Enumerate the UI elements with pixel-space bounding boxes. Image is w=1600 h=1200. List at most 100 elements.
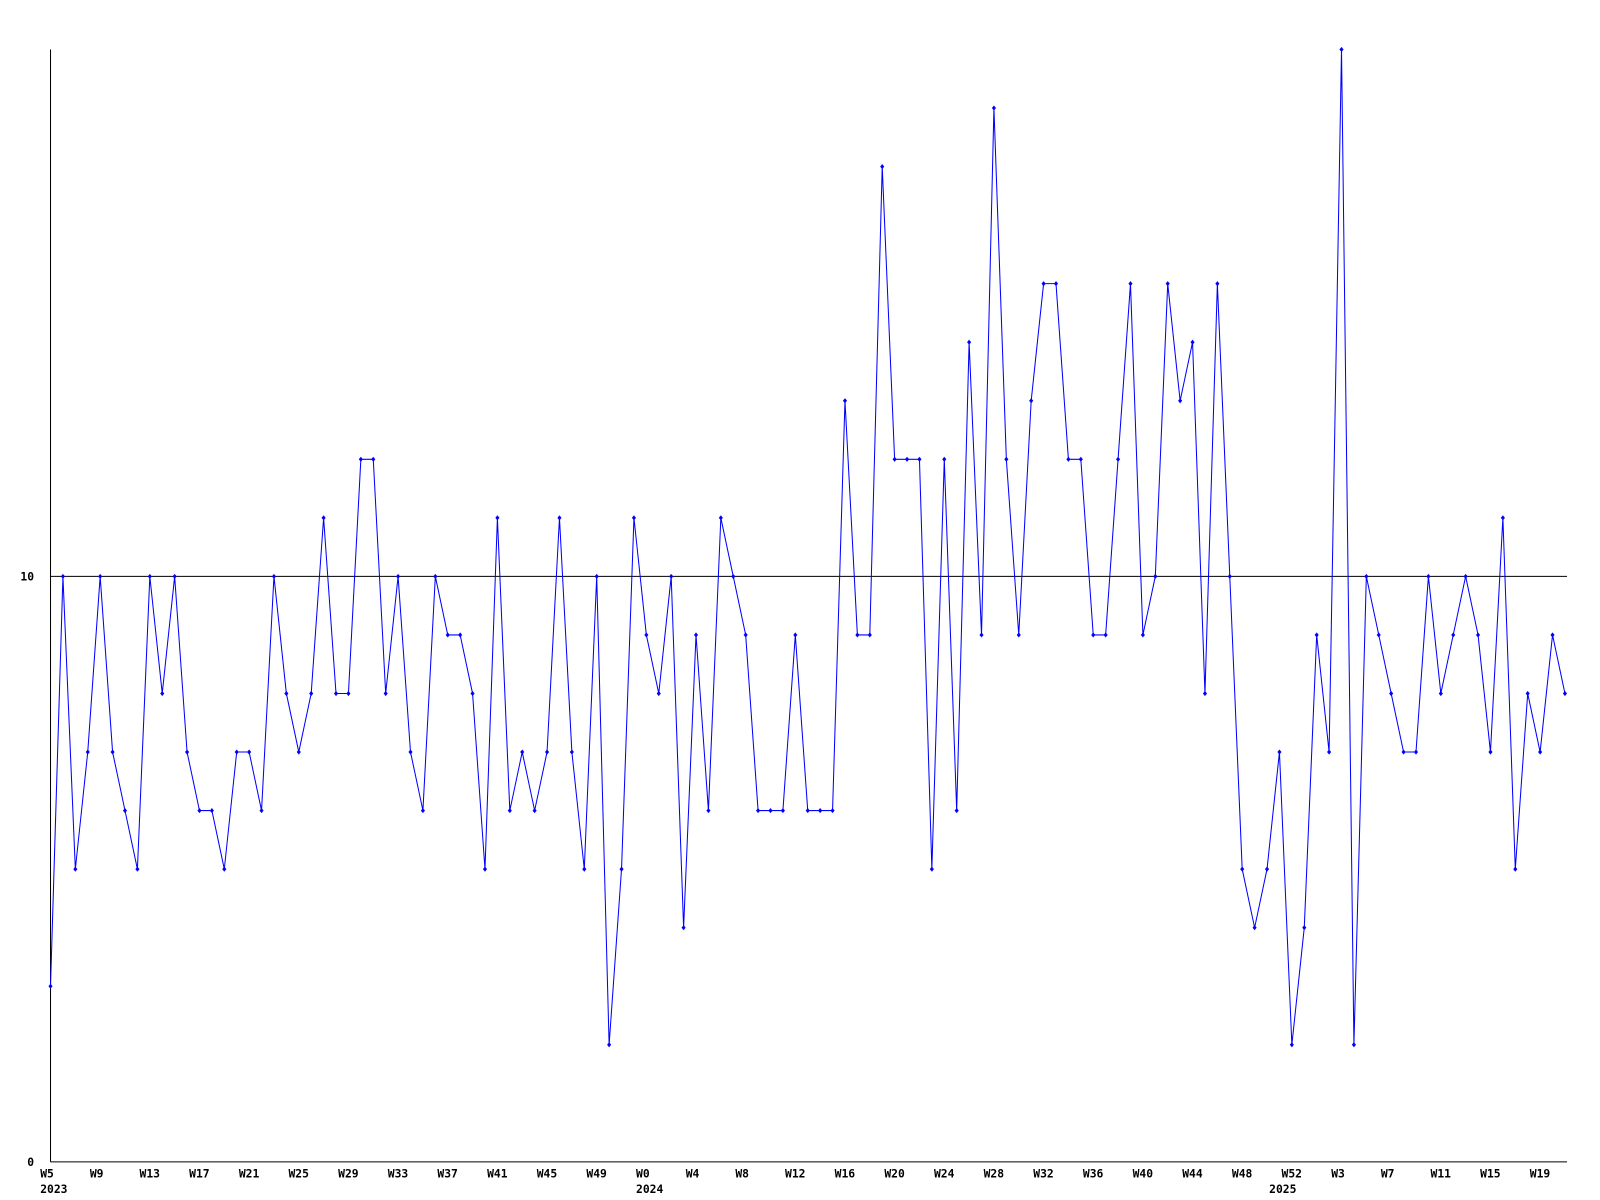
point-marker: [929, 866, 934, 872]
x-tick-label: W0: [636, 1166, 650, 1180]
point-marker: [544, 749, 550, 755]
point-marker: [333, 690, 339, 697]
point-marker: [209, 808, 214, 814]
point-marker: [1376, 632, 1381, 638]
point-marker: [482, 866, 488, 872]
x-tick-label: W3: [1331, 1166, 1345, 1180]
point-marker: [271, 573, 277, 579]
point-marker: [1227, 573, 1232, 579]
point-marker: [470, 690, 475, 697]
point-marker: [1165, 281, 1170, 287]
x-tick-label: W12: [785, 1166, 805, 1180]
point-marker: [259, 808, 264, 814]
point-marker: [147, 573, 152, 579]
point-marker: [234, 749, 239, 755]
point-marker: [1215, 281, 1220, 287]
point-marker: [1550, 632, 1555, 638]
point-marker: [296, 749, 301, 755]
point-marker: [1413, 749, 1419, 755]
point-marker: [433, 573, 438, 579]
point-marker: [1314, 632, 1319, 638]
x-tick-label: W8: [735, 1166, 749, 1180]
point-marker: [619, 866, 624, 872]
point-marker: [408, 749, 413, 755]
point-marker: [1401, 749, 1406, 755]
point-marker: [1488, 749, 1493, 755]
point-marker: [1029, 398, 1034, 404]
point-marker: [644, 632, 649, 638]
point-marker: [768, 808, 773, 814]
point-marker: [396, 573, 401, 579]
point-marker: [1327, 749, 1332, 755]
point-marker: [954, 808, 959, 814]
point-marker: [1451, 632, 1456, 638]
point-marker: [880, 163, 885, 170]
point-marker: [793, 632, 798, 638]
x-year-label: 2025: [1269, 1182, 1296, 1196]
point-marker: [693, 632, 699, 638]
point-marker: [520, 749, 525, 755]
point-marker: [805, 808, 810, 814]
x-tick-label: W16: [835, 1166, 856, 1180]
point-marker: [656, 690, 661, 697]
point-marker: [160, 690, 165, 697]
x-tick-label: W37: [437, 1166, 457, 1180]
point-marker: [1202, 690, 1208, 697]
x-tick-label: W5: [40, 1166, 54, 1180]
point-marker: [358, 456, 363, 462]
point-marker: [309, 690, 314, 697]
x-tick-label: W41: [487, 1166, 508, 1180]
point-marker: [979, 632, 984, 638]
point-marker: [445, 632, 450, 638]
point-marker: [1562, 690, 1568, 697]
point-marker: [1475, 632, 1481, 638]
x-tick-label: W11: [1431, 1166, 1452, 1180]
point-marker: [247, 749, 252, 755]
x-tick-label: W15: [1480, 1166, 1501, 1180]
x-tick-label: W9: [90, 1166, 104, 1180]
x-year-label: 2024: [636, 1182, 663, 1196]
point-marker: [917, 456, 922, 462]
point-marker: [1500, 515, 1505, 521]
point-marker: [607, 1042, 612, 1048]
x-tick-label: W4: [686, 1166, 700, 1180]
point-marker: [967, 339, 972, 345]
point-marker: [1525, 690, 1530, 697]
series-line: [50, 49, 1566, 1045]
point-marker: [1066, 456, 1071, 462]
point-marker: [122, 808, 128, 814]
x-tick-label: W52: [1282, 1166, 1302, 1180]
point-marker: [557, 515, 562, 521]
point-marker: [1351, 1042, 1356, 1048]
x-tick-label: W36: [1083, 1166, 1104, 1180]
point-marker: [1190, 339, 1195, 345]
point-marker: [98, 573, 103, 579]
point-marker: [321, 515, 326, 521]
point-marker: [1053, 281, 1059, 287]
point-marker: [731, 573, 736, 579]
point-marker: [669, 573, 674, 579]
point-marker: [1389, 690, 1394, 697]
point-marker: [185, 749, 190, 755]
x-tick-label: W28: [984, 1166, 1005, 1180]
point-marker: [780, 808, 785, 814]
point-marker: [582, 866, 587, 872]
point-marker: [942, 456, 947, 462]
x-tick-label: W45: [537, 1166, 558, 1180]
point-marker: [756, 808, 761, 814]
point-marker: [991, 105, 996, 111]
point-marker: [1140, 632, 1145, 638]
point-marker: [842, 398, 848, 404]
point-marker: [458, 632, 463, 638]
x-tick-label: W49: [586, 1166, 607, 1180]
point-marker: [172, 573, 177, 579]
point-marker: [1041, 281, 1046, 287]
x-tick-label: W33: [388, 1166, 409, 1180]
x-tick-label: W44: [1182, 1166, 1203, 1180]
x-tick-label: W24: [934, 1166, 955, 1180]
x-tick-label: W19: [1530, 1166, 1551, 1180]
point-marker: [1103, 632, 1108, 638]
point-marker: [1252, 925, 1257, 931]
point-marker: [1463, 573, 1468, 579]
point-marker: [60, 573, 65, 579]
